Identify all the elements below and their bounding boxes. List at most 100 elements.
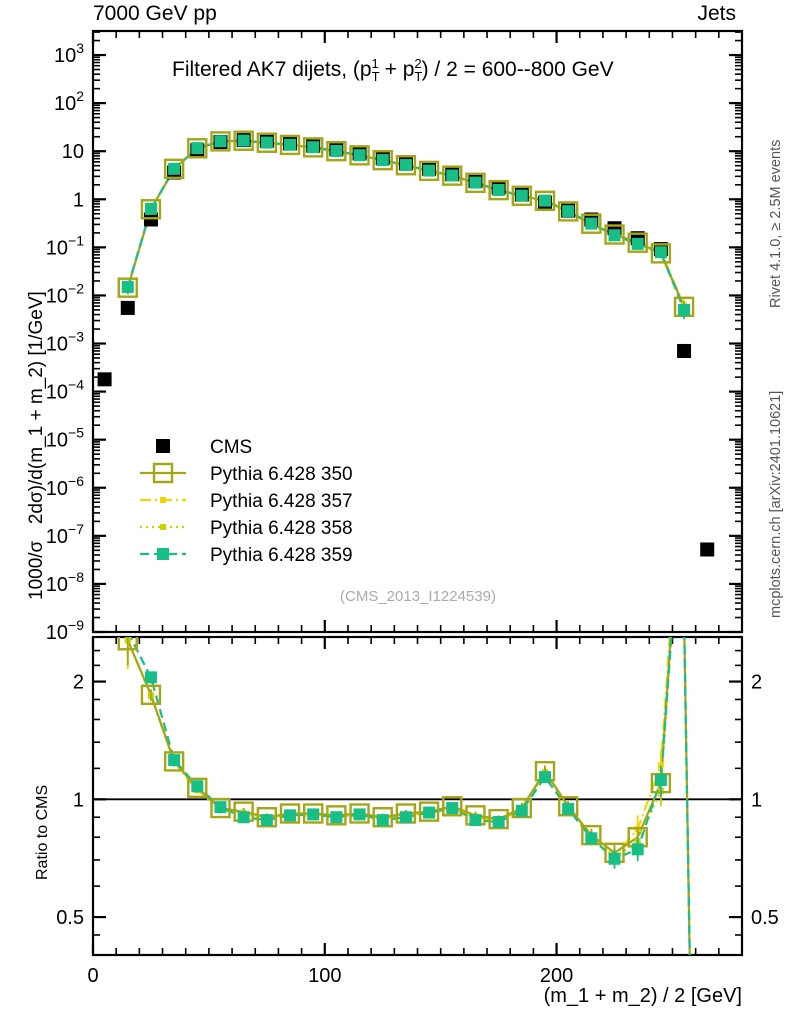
series-marker: [349, 145, 370, 166]
ratio-marker: [557, 796, 579, 817]
ytick-label-main: 1: [73, 189, 84, 211]
ratio-marker: [191, 780, 204, 793]
series-marker: [260, 136, 273, 149]
ratio-marker: [284, 809, 297, 822]
series-marker: [562, 205, 575, 218]
yaxis-label-main-a: 1000/σ: [26, 540, 47, 600]
ratio-marker: [492, 816, 505, 829]
ratio-marker: [654, 774, 667, 787]
ytick-label-ratio: 2: [73, 672, 84, 694]
ytick-label-main: 10−5: [46, 425, 84, 452]
yaxis-label-main: 1000/σ 2dσ)/d(m_1 + m_2) [1/GeV]: [26, 291, 48, 600]
xtick-label: 200: [540, 965, 573, 987]
ytick-label-main: 10−3: [46, 329, 84, 356]
legend-label-2[interactable]: Pythia 6.428 357: [210, 491, 353, 512]
analysis-watermark: (CMS_2013_I1224539): [340, 588, 496, 605]
ratio-marker: [423, 806, 436, 819]
series-marker: [353, 149, 366, 162]
ratio-marker: [469, 814, 482, 827]
series-marker: [187, 138, 208, 159]
legend-label-4[interactable]: Pythia 6.428 359: [210, 545, 353, 566]
cms-data-point: [700, 542, 715, 557]
series-marker: [534, 190, 556, 211]
xtick-label: 0: [87, 965, 98, 987]
legend-label-3[interactable]: Pythia 6.428 358: [210, 518, 353, 539]
series-marker: [144, 202, 157, 215]
series-marker: [585, 217, 598, 230]
series-marker: [163, 158, 185, 180]
series-marker: [121, 280, 134, 293]
xaxis-label: (m_1 + m_2) / 2 [GeV]: [543, 985, 742, 1007]
side-label-bottom: mcplots.cern.ch [arXiv:2401.10621]: [768, 390, 784, 618]
series-marker: [168, 162, 181, 175]
ratio-marker: [631, 843, 644, 856]
series-marker: [515, 189, 528, 202]
legend-marker-3: [160, 524, 166, 530]
ytick-label-main: 10−1: [46, 232, 84, 259]
ratio-marker: [446, 802, 459, 815]
series-marker: [372, 149, 393, 171]
ytick-label-ratio: 1: [751, 789, 762, 811]
cms-data-point: [677, 343, 692, 358]
yaxis-label-main-b: 2dσ)/d(m_1 + m_2) [1/GeV]: [26, 291, 47, 525]
series-marker: [538, 194, 551, 207]
ratio-marker: [279, 803, 301, 824]
title-post: ) / 2 = 600--800 GeV: [421, 58, 614, 81]
series-marker: [654, 246, 667, 259]
ytick-label-ratio: 0.5: [56, 907, 84, 929]
ratio-marker: [608, 852, 621, 865]
ratio-marker: [372, 807, 393, 828]
ytick-label-main: 10−8: [46, 569, 84, 596]
cms-data-point: [143, 212, 158, 227]
legend-label-1[interactable]: Pythia 6.428 350: [210, 464, 353, 485]
legend-marker-cms: [156, 439, 170, 453]
header-right: Jets: [697, 2, 736, 25]
series-marker: [237, 134, 250, 147]
series-marker: [326, 141, 347, 162]
cms-data-point: [97, 372, 112, 387]
ratio-marker: [376, 814, 389, 827]
series-marker: [608, 229, 621, 242]
series-marker: [604, 224, 625, 245]
series-marker: [511, 185, 533, 207]
legend-marker-4: [157, 548, 169, 560]
series-marker: [631, 237, 644, 250]
series-marker: [581, 213, 602, 234]
ratio-marker: [538, 771, 551, 784]
title-sup-2: 2: [414, 56, 422, 71]
ytick-label-main: 10: [62, 141, 84, 163]
xtick-label: 100: [308, 965, 341, 987]
series-marker: [627, 232, 648, 253]
series-marker: [469, 176, 482, 189]
series-marker: [395, 155, 417, 176]
series-marker: [307, 141, 320, 154]
legend-label-0[interactable]: CMS: [210, 437, 252, 458]
series-marker: [302, 137, 324, 158]
ratio-marker: [163, 751, 185, 772]
series-marker: [418, 160, 440, 182]
ratio-marker: [214, 801, 227, 814]
ytick-label-main: 102: [54, 88, 84, 115]
series-marker: [191, 142, 204, 155]
ratio-marker: [140, 684, 162, 706]
title-mid: + p: [378, 58, 415, 81]
ratio-marker: [399, 811, 412, 824]
series-marker: [446, 169, 459, 182]
ratio-marker: [349, 803, 370, 824]
ytick-label-main: 10−7: [46, 521, 84, 548]
title-sub-2: T: [414, 69, 423, 85]
ytick-label-main: 10−4: [46, 377, 84, 404]
ratio-marker: [210, 797, 231, 819]
ytick-label-main: 10−6: [46, 473, 84, 500]
title-sup-1: 1: [371, 56, 379, 71]
ratio-marker: [117, 637, 138, 651]
legend-marker-1: [152, 462, 174, 484]
series-marker: [233, 130, 254, 151]
ratio-marker: [260, 814, 273, 827]
ratio-marker: [418, 801, 440, 822]
ratio-spike-1: [683, 637, 691, 955]
series-marker: [210, 131, 231, 152]
ratio-marker: [562, 802, 575, 815]
plot-title: Filtered AK7 dijets, (pT1 + pT2) / 2 = 6…: [172, 56, 614, 84]
